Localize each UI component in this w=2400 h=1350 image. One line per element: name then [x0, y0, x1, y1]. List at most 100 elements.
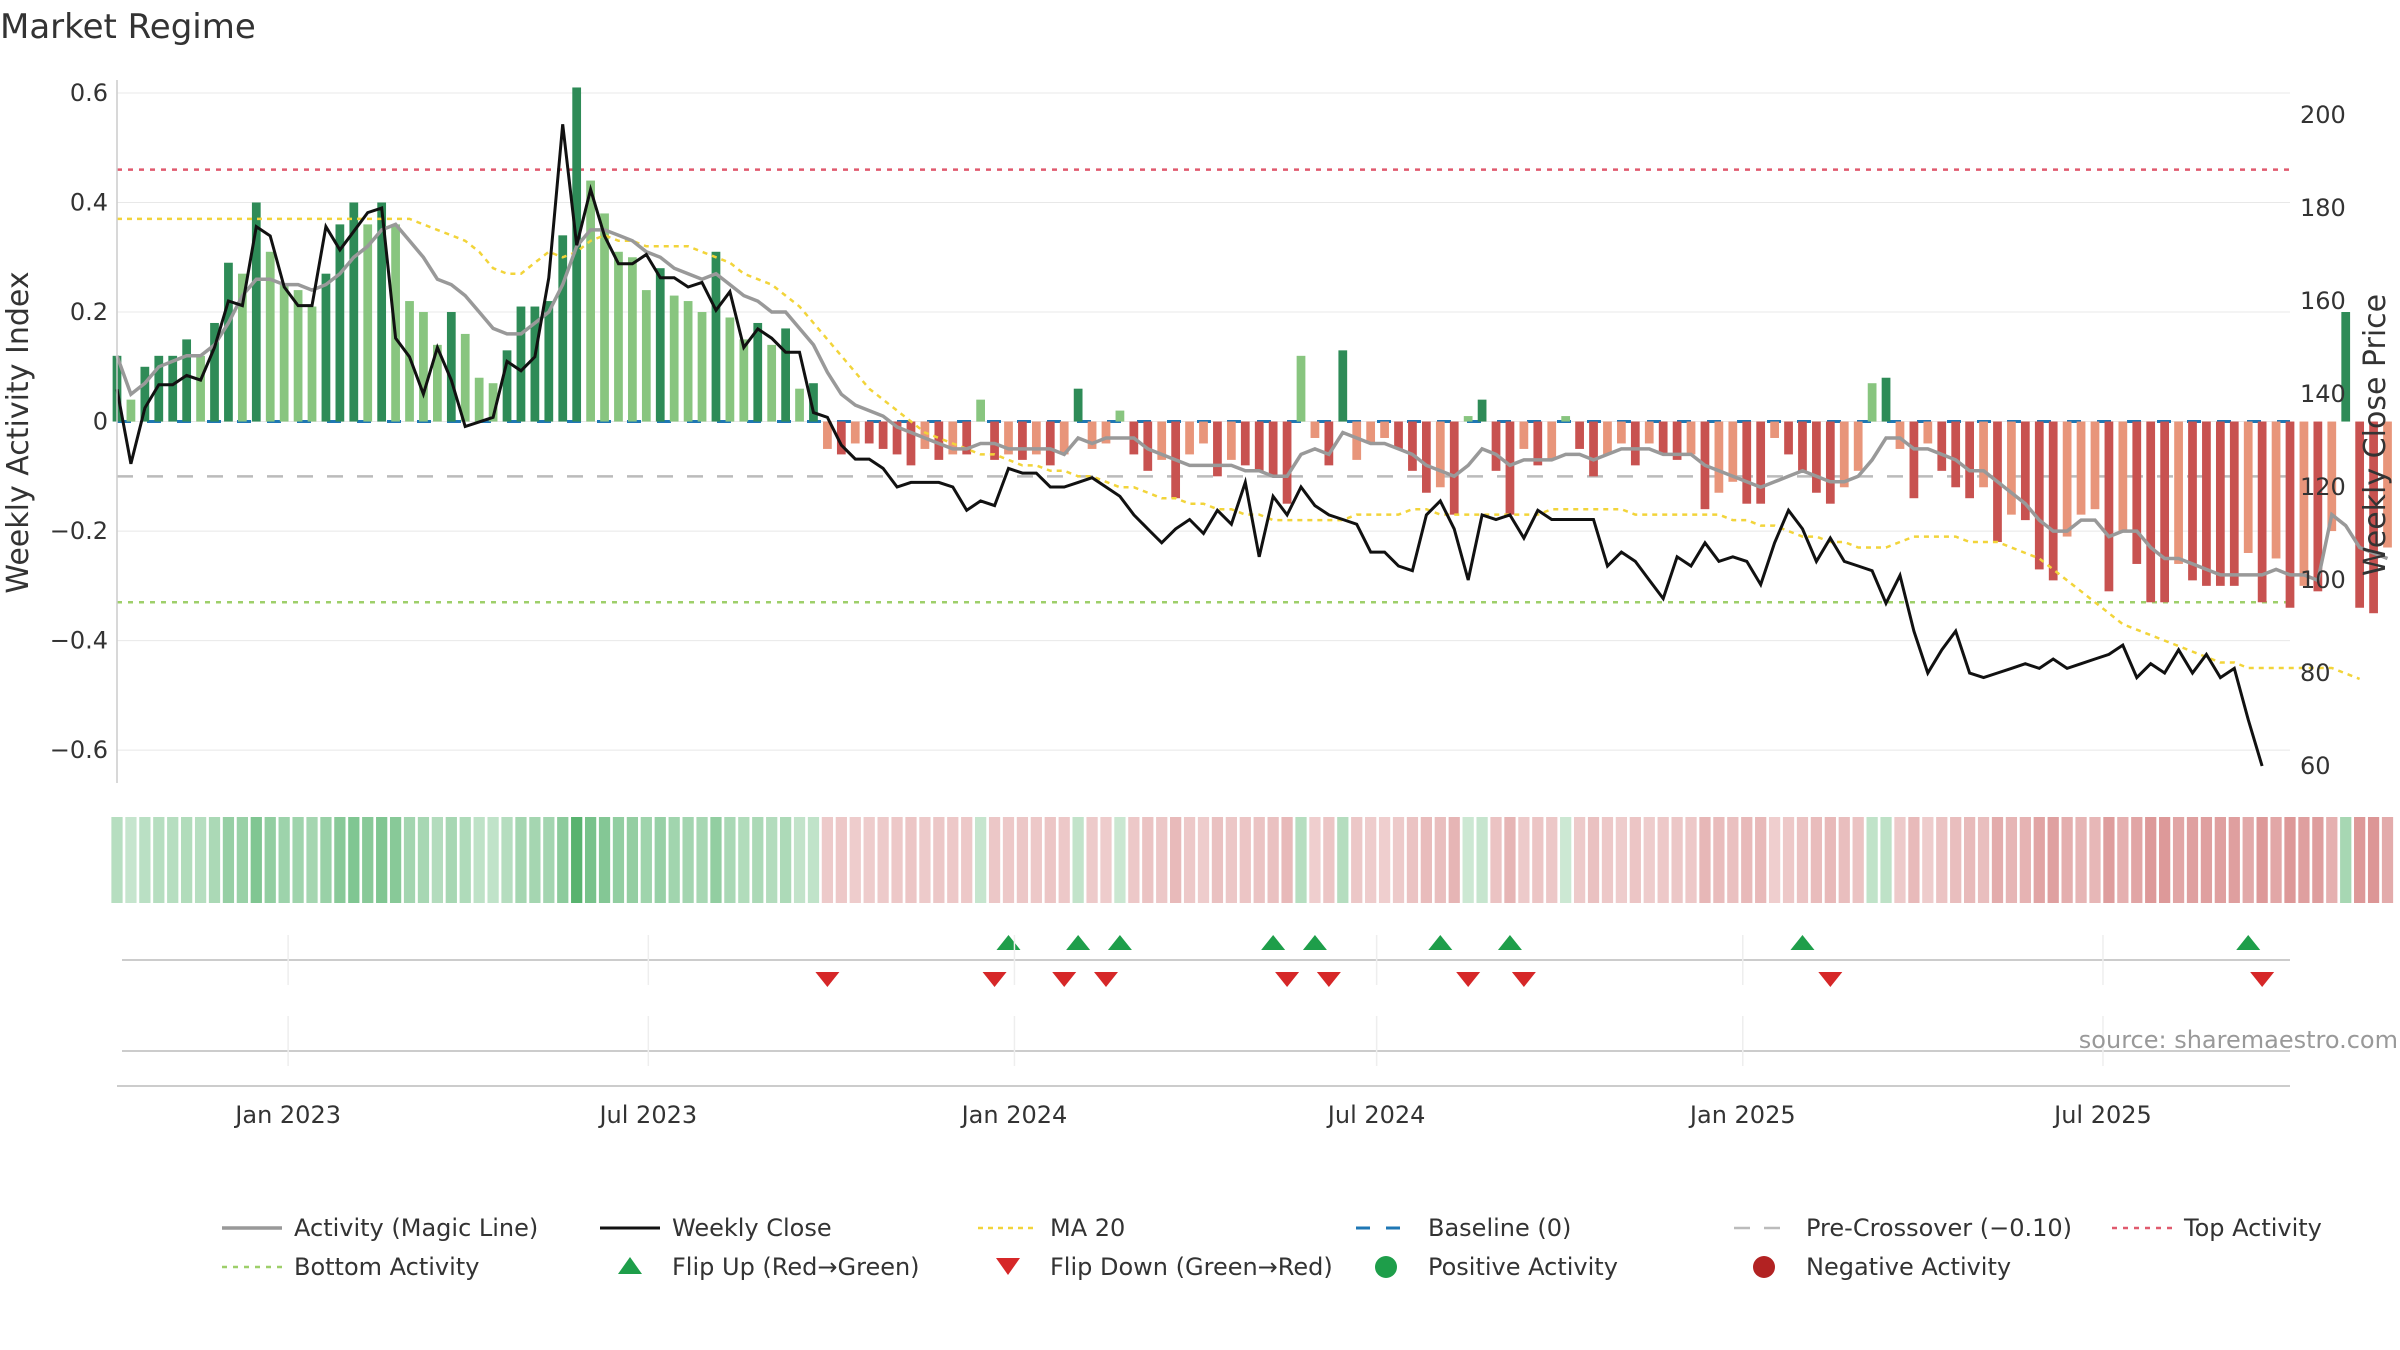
regime-cell	[2340, 817, 2352, 903]
activity-bar	[1408, 421, 1417, 471]
activity-bar	[2020, 421, 2030, 521]
activity-bar	[210, 322, 219, 422]
regime-cell	[557, 817, 569, 903]
regime-cell	[1114, 817, 1126, 903]
regime-cell	[250, 817, 262, 903]
regime-cell	[320, 817, 332, 903]
activity-bar	[711, 251, 721, 422]
flip-up-marker	[1261, 935, 1286, 950]
regime-cell	[1560, 817, 1572, 903]
activity-bar	[2229, 421, 2239, 586]
regime-cell	[905, 817, 917, 903]
activity-bar	[140, 366, 150, 422]
regime-cell	[1532, 817, 1544, 903]
regime-cell	[1462, 817, 1474, 903]
activity-bar	[2007, 421, 2016, 515]
activity-bar	[2188, 421, 2197, 581]
activity-bar	[2313, 421, 2323, 592]
regime-cell	[1629, 817, 1641, 903]
regime-cell	[571, 817, 583, 903]
flip-down-marker	[1316, 972, 1341, 987]
regime-cell	[849, 817, 861, 903]
activity-bar	[1143, 421, 1153, 471]
activity-bar	[1881, 377, 1891, 422]
activity-bar	[502, 350, 512, 422]
flip-down-marker	[1511, 972, 1536, 987]
regime-cell	[2145, 817, 2157, 903]
regime-cell	[1824, 817, 1836, 903]
regime-cell	[459, 817, 471, 903]
activity-bar	[641, 290, 651, 422]
activity-bar	[1714, 421, 1724, 493]
activity-bar	[1825, 421, 1835, 504]
regime-cell	[139, 817, 151, 903]
x-tick-label: Jul 2024	[1326, 1101, 1426, 1129]
activity-bar	[1018, 421, 1027, 460]
activity-bar	[962, 421, 972, 455]
activity-bar	[1226, 421, 1236, 460]
activity-bar	[2355, 421, 2365, 608]
regime-cell	[348, 817, 360, 903]
activity-bar	[1965, 421, 1974, 499]
regime-cell	[1295, 817, 1307, 903]
flip-down-marker	[815, 972, 840, 987]
regime-cell	[1142, 817, 1154, 903]
regime-cell	[1183, 817, 1196, 903]
activity-bar	[1073, 388, 1083, 422]
regime-cell	[431, 817, 444, 903]
activity-bar	[2327, 421, 2337, 532]
regime-cell	[1504, 817, 1516, 903]
flip-up-marker	[1497, 935, 1522, 950]
regime-cell	[194, 817, 207, 903]
regime-cell	[668, 817, 680, 903]
y-tick-label-left: −0.6	[50, 736, 108, 764]
activity-bar	[1909, 421, 1919, 499]
regime-strip	[111, 817, 2394, 903]
regime-cell	[1239, 817, 1251, 903]
activity-bar	[377, 202, 387, 422]
activity-bar	[237, 273, 247, 422]
regime-cell	[1518, 817, 1530, 903]
activity-bar	[1491, 421, 1501, 471]
activity-bar	[628, 257, 637, 422]
legend-swatch-posdot	[1375, 1256, 1397, 1278]
flip-up-marker	[1302, 935, 1327, 950]
activity-bar	[1310, 421, 1320, 438]
activity-bar	[405, 301, 414, 422]
flip-down-marker	[1275, 972, 1300, 987]
activity-bar	[2202, 421, 2211, 586]
regime-cell	[1337, 817, 1349, 903]
activity-bar	[1380, 421, 1389, 438]
activity-bar	[1505, 421, 1515, 515]
regime-cell	[1852, 817, 1864, 903]
legend-swatch-flipdown	[996, 1258, 1020, 1275]
regime-cell	[682, 817, 694, 903]
regime-cell	[292, 817, 304, 903]
legend-label: Activity (Magic Line)	[294, 1214, 538, 1242]
activity-bar	[474, 377, 484, 422]
regime-cell	[1880, 817, 1892, 903]
regime-cell	[2005, 817, 2018, 903]
activity-bar	[809, 383, 818, 422]
activity-bar	[1087, 421, 1097, 449]
activity-bar	[2048, 421, 2058, 581]
y-tick-label-left: 0.6	[70, 79, 108, 107]
activity-bar	[1338, 350, 1348, 422]
activity-bar	[126, 399, 136, 422]
activity-bar	[1853, 421, 1863, 471]
regime-cell	[1420, 817, 1432, 903]
regime-cell	[181, 817, 193, 903]
legend-label: Flip Up (Red→Green)	[672, 1253, 920, 1281]
activity-bar	[1617, 421, 1626, 444]
legend-label: MA 20	[1050, 1214, 1125, 1242]
activity-bar	[1867, 383, 1877, 422]
regime-cell	[807, 817, 820, 903]
activity-bar	[795, 388, 804, 422]
regime-cell	[961, 817, 973, 903]
activity-bar	[349, 202, 359, 422]
activity-bar	[446, 312, 456, 422]
regime-cell	[1365, 817, 1377, 903]
regime-cell	[1128, 817, 1140, 903]
regime-cell	[1323, 817, 1335, 903]
activity-bar	[767, 344, 777, 422]
